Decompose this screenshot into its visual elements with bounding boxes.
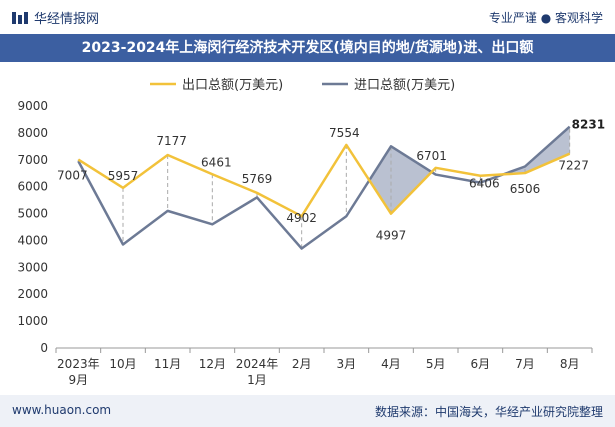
x-tick-label: 10月 [109,357,136,371]
y-tick-label: 9000 [17,99,48,113]
y-tick-label: 3000 [17,260,48,274]
data-label: 6406 [469,177,500,191]
gap-fill [369,146,391,214]
data-label: 6506 [510,182,541,196]
legend-label-1: 进口总额(万美元) [354,78,455,93]
x-tick-label: 2024年 1月 [236,357,279,387]
data-label: 4902 [286,211,317,225]
legend-label-0: 出口总额(万美元) [182,78,283,93]
x-tick-label: 6月 [471,357,491,371]
y-tick-label: 7000 [17,153,48,167]
x-tick-label: 2月 [292,357,312,371]
y-tick-label: 6000 [17,180,48,194]
import-line [77,125,571,250]
x-tick-label: 7月 [515,357,535,371]
x-tick-label: 12月 [199,357,226,371]
footer: www.huaon.com 数据来源：中国海关，华经产业研究院整理 [0,395,615,427]
top-bar: 华经情报网 专业严谨 ● 客观科学 [0,0,615,34]
y-tick-label: 5000 [17,207,48,221]
y-tick-label: 8000 [17,126,48,140]
y-tick-label: 1000 [17,314,48,328]
data-label: 6701 [416,149,447,163]
data-label: 6461 [201,155,232,169]
highlight-label: 8231 [572,118,605,132]
brand-name: 华经情报网 [34,12,100,27]
data-label: 7227 [558,159,589,173]
x-tick-label: 4月 [381,357,401,371]
data-label: 7554 [329,126,360,140]
footer-source: 数据来源：中国海关，华经产业研究院整理 [374,405,603,419]
x-tick-label: 2023年 9月 [57,357,100,387]
x-tick-label: 8月 [560,357,580,371]
data-label: 5769 [242,172,273,186]
data-label: 5957 [108,169,139,183]
brand-logo-icon [12,11,28,24]
data-label: 7007 [57,169,88,183]
x-tick-label: 3月 [337,357,357,371]
x-tick-label: 11月 [154,357,181,371]
data-label: 7177 [156,134,187,148]
footer-website[interactable]: www.huaon.com [12,403,112,417]
gap-fill [391,146,432,214]
x-tick-label: 5月 [426,357,446,371]
chart-title: 2023-2024年上海闵行经济技术开发区(境内目的地/货源地)进、出口额 [0,34,615,62]
tagline: 专业严谨 ● 客观科学 [488,11,603,25]
y-tick-label: 2000 [17,287,48,301]
y-tick-label: 0 [40,341,48,355]
y-tick-label: 4000 [17,233,48,247]
data-label: 4997 [376,229,407,243]
brand: 华经情报网 [12,8,99,27]
line-chart: 出口总额(万美元) 进口总额(万美元) 0 1000 2000 3000 4000 5000 6… [17,78,605,387]
export-line [77,143,571,218]
